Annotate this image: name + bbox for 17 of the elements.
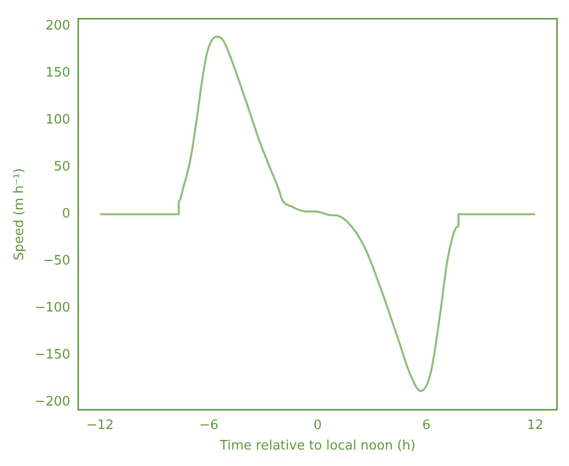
x-tick-label: 6: [422, 418, 431, 433]
x-tick-label: −12: [86, 418, 114, 433]
x-tick-label: −6: [199, 418, 218, 433]
y-tick-label: 100: [45, 112, 70, 128]
y-tick-label: 200: [45, 18, 70, 34]
x-axis-title: Time relative to local noon (h): [218, 438, 416, 454]
y-tick-label: 150: [45, 66, 70, 81]
y-tick-label: −50: [42, 254, 70, 269]
y-tick-label: 50: [54, 160, 70, 175]
line-series: [99, 36, 536, 392]
y-axis-title: Speed (m h⁻¹): [12, 168, 28, 260]
x-tick-label: 0: [314, 418, 322, 433]
x-tick-label: 12: [526, 418, 544, 433]
y-tick-label: −150: [34, 348, 70, 363]
y-tick-label: −100: [34, 300, 70, 316]
y-tick-label: −200: [34, 394, 70, 410]
y-tick-label: 0: [62, 206, 70, 222]
